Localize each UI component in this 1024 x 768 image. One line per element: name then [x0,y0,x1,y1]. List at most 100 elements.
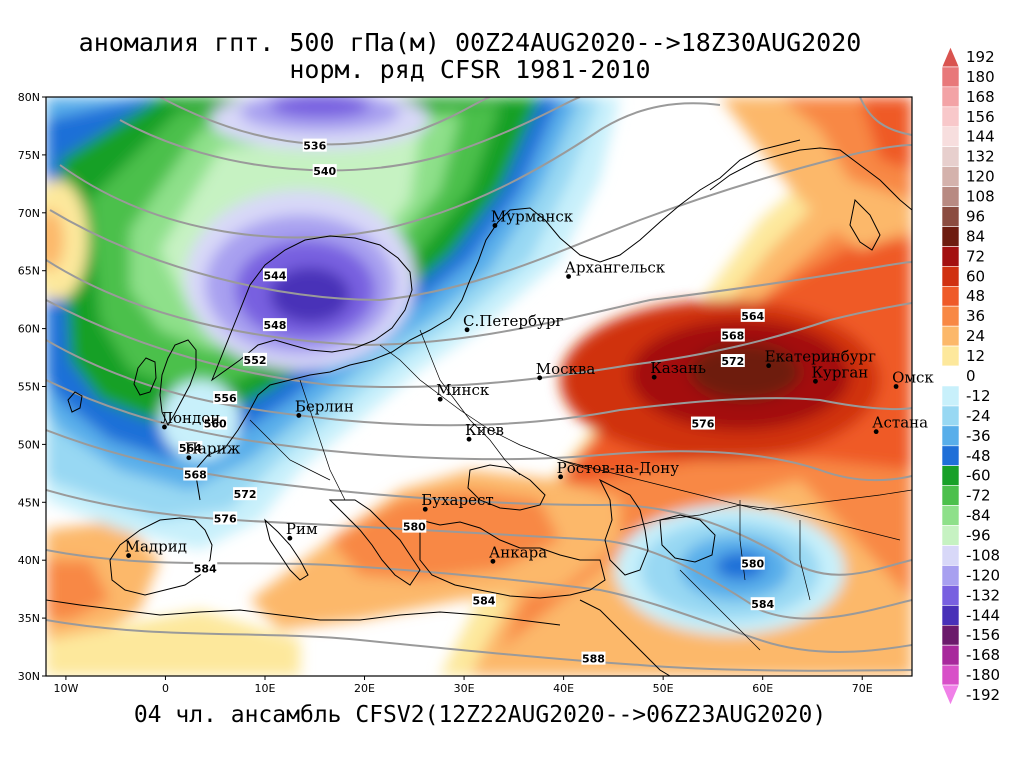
city-marker: Астана [872,414,928,435]
lon-label: 70E [852,682,873,695]
lon-label: 20E [354,682,375,695]
colorbar-swatch [941,305,960,327]
coastlines [46,139,912,676]
city-name: Омск [892,369,934,387]
lat-label: 75N [18,149,40,162]
city-name: Курган [811,363,868,381]
lon-label: 10W [53,682,78,695]
borders [249,329,912,651]
contour-label: 564 [740,308,765,323]
colorbar-swatch [941,325,960,347]
lat-label: 70N [18,207,40,220]
svg-text:564: 564 [741,310,764,323]
colorbar-value: 36 [966,307,985,325]
longitude-axis: 10W 0 10E 20E 30E 40E 50E 60E 70E [53,676,873,695]
city-name: Мадрид [125,538,187,556]
colorbar-value: 48 [966,287,985,305]
city-labels: Мурманск Архангельск С.Петербург Москва Минс… [125,208,934,564]
lon-label: 60E [752,682,773,695]
colorbar-swatch [941,186,960,207]
colorbar-value: 144 [966,128,995,146]
colorbar-value: -144 [966,606,1000,624]
colorbar-value: -24 [966,407,991,425]
lon-label: 30E [454,682,475,695]
colorbar-value: 192 [966,48,995,66]
city-marker: Берлин [295,397,354,418]
colorbar-value: -36 [966,427,991,445]
city-marker: Лондон [160,409,220,430]
colorbar-value: -168 [966,646,1000,664]
contour-label: 568 [720,328,745,343]
colorbar-value: 96 [966,207,985,225]
city-marker: Омск [892,369,934,389]
colorbar-swatch [941,66,960,88]
lat-label: 30N [18,670,40,683]
colorbar-swatch [941,46,960,68]
colorbar-value: 24 [966,327,985,345]
svg-text:572: 572 [234,488,257,501]
lat-label: 55N [18,381,40,394]
city-name: Анкара [489,543,547,561]
svg-text:560: 560 [204,418,227,431]
colorbar-swatch [941,166,960,187]
colorbar-swatch [941,365,960,387]
colorbar-value: -60 [966,467,991,485]
colorbar-value: -132 [966,586,1000,604]
city-marker: Рим [286,520,318,541]
city-name: Берлин [295,397,354,415]
city-name: Москва [536,360,596,378]
city-name: Екатеринбург [765,348,876,366]
city-marker: Бухарест [421,491,494,512]
colorbar-value: 0 [966,367,976,385]
city-name: Рим [286,520,318,538]
colorbar-value: 108 [966,188,995,206]
svg-text:584: 584 [472,595,495,608]
city-name: Казань [650,359,706,377]
anomaly-field [46,97,912,676]
lat-label: 65N [18,265,40,278]
svg-text:552: 552 [244,354,267,367]
colorbar-swatch [941,226,960,247]
contour-label: 580 [740,556,765,571]
lat-label: 50N [18,438,40,451]
city-marker: Москва [536,360,596,381]
colorbar-swatch [941,485,960,506]
colorbar-value: -48 [966,447,991,465]
svg-text:576: 576 [214,513,237,526]
colorbar-swatch [941,684,960,706]
city-name: С.Петербург [463,312,563,330]
lat-label: 80N [18,91,40,104]
colorbar-value: 180 [966,68,995,86]
lat-label: 40N [18,554,40,567]
svg-text:584: 584 [751,598,774,611]
colorbar-swatch [941,266,960,287]
lat-label: 45N [18,496,40,509]
colorbar-value: -12 [966,387,991,405]
map-title-line2: норм. ряд CFSR 1981-2010 [289,55,651,84]
svg-text:584: 584 [194,562,217,575]
latitude-axis: 80N 75N 70N 65N 60N 55N 50N 45N 40N 35N 30N [18,91,46,683]
city-name: Лондон [160,409,220,427]
colorbar-value: 60 [966,267,985,285]
colorbar-legend: 1921801681561441321201089684726048362412… [941,46,1000,706]
svg-text:536: 536 [303,140,326,153]
city-marker: Мурманск [491,208,574,228]
svg-text:540: 540 [313,165,336,178]
colorbar-value: 120 [966,168,995,186]
contour-label: 548 [262,318,287,332]
colorbar-value: -120 [966,566,1000,584]
colorbar-swatch [941,425,960,447]
lon-label: 40E [553,682,574,695]
city-name: Бухарест [421,491,493,509]
contour-label: 584 [750,597,775,611]
colorbar-value: 168 [966,88,995,106]
contour-label: 576 [690,416,715,431]
contour-label: 576 [213,511,238,526]
colorbar-swatch [941,106,960,128]
colorbar-swatch [941,86,960,108]
colorbar-value: 132 [966,148,995,166]
contour-label: 572 [720,354,745,368]
lon-label: 10E [255,682,276,695]
svg-text:576: 576 [691,418,714,431]
contour-label: 560 [203,416,228,431]
